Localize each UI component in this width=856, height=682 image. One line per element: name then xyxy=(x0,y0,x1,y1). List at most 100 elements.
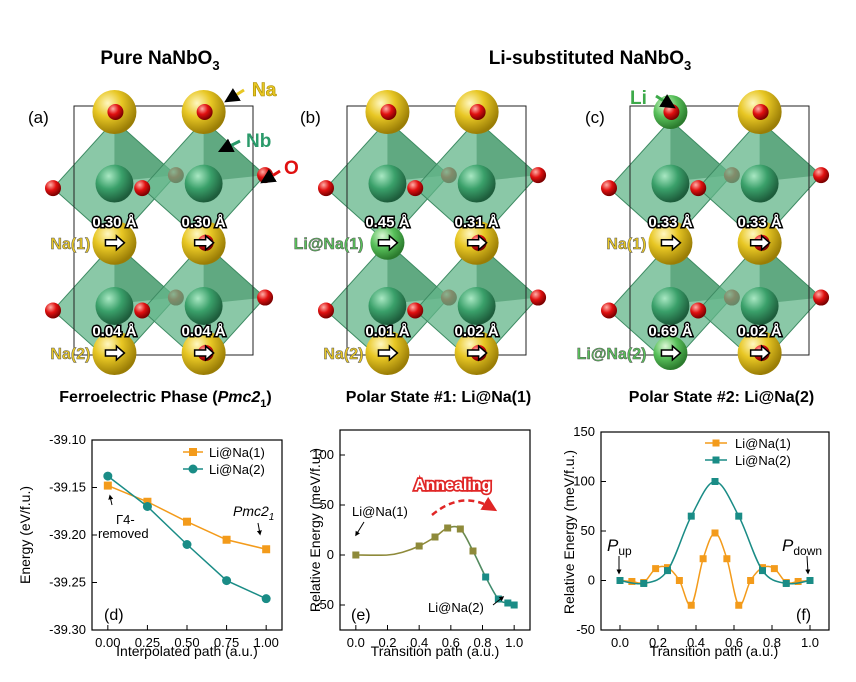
p-sub: down xyxy=(793,544,822,558)
data-point xyxy=(222,576,232,586)
displacement-arrow xyxy=(193,234,215,252)
caption-close: ) xyxy=(266,389,271,406)
data-point xyxy=(183,517,191,526)
site-label-1: Na(1) xyxy=(606,236,646,253)
y-tick-label: 0 xyxy=(588,573,595,588)
x-tick-label: 0.8 xyxy=(473,635,491,650)
o-atom xyxy=(257,289,274,306)
displacement-label: 0.31 Å xyxy=(455,214,499,231)
nb-atom xyxy=(368,164,407,203)
data-point xyxy=(510,601,518,609)
nb-atom xyxy=(95,164,134,203)
legend-label: Li@Na(1) xyxy=(209,445,265,460)
data-point xyxy=(712,439,720,447)
caption-italic: Pmc xyxy=(218,389,252,406)
p-text: P xyxy=(782,536,794,555)
panel-label-f: (f) xyxy=(796,607,811,624)
chart-energy-interpolated: 0.00 0.25 0.50 0.75 1.00 -39.10 -39.15 -39.20 -3… xyxy=(17,432,283,659)
displacement-label: 0.02 Å xyxy=(738,323,782,340)
label-o: O xyxy=(284,158,299,179)
nb-atom xyxy=(184,164,223,203)
y-tick-label: -39.25 xyxy=(49,575,86,590)
o-atom xyxy=(530,167,547,184)
pmc-text: Pmc xyxy=(233,503,261,519)
x-tick-label: 0.4 xyxy=(687,635,705,650)
data-point xyxy=(735,512,743,520)
data-point xyxy=(352,551,360,559)
displacement-arrow xyxy=(466,234,488,252)
data-point xyxy=(415,542,423,550)
annotation-annealing: Annealing xyxy=(414,477,491,494)
data-point xyxy=(504,599,512,607)
displacement-label: 0.02 Å xyxy=(455,323,499,340)
o-atom xyxy=(752,104,769,120)
annotation-li-na2: Li@Na(2) xyxy=(428,600,484,615)
nb-atom xyxy=(651,287,690,325)
o-atom xyxy=(530,289,547,306)
data-point xyxy=(652,565,660,573)
structure-caption: Polar State #2: Li@Na(2) xyxy=(629,389,814,406)
displacement-label: 0.30 Å xyxy=(182,214,226,231)
y-tick-label: -50 xyxy=(576,622,595,637)
displacement-label: 0.30 Å xyxy=(92,214,136,231)
data-point xyxy=(262,545,271,554)
octahedron-face xyxy=(759,120,822,182)
displacement-label: 0.69 Å xyxy=(648,323,692,340)
structure-1: 0.45 Å 0.31 Å 0.01 Å 0.02 Å Li@Na(1) Na(2) Pol… xyxy=(293,90,547,406)
octahedron-face xyxy=(114,120,176,182)
panel-label-c: (c) xyxy=(585,108,605,127)
o-atom xyxy=(45,180,62,197)
o-atom xyxy=(813,167,830,184)
y-tick-label: -50 xyxy=(315,597,334,612)
o-atom xyxy=(690,180,707,197)
y-tick-label: 50 xyxy=(320,497,334,512)
caption-text: Polar State #1: Li@Na(1) xyxy=(346,389,531,406)
o-atom xyxy=(318,180,335,197)
arrow-na xyxy=(224,88,245,103)
structure-caption: Polar State #1: Li@Na(1) xyxy=(346,389,531,406)
nb-atom xyxy=(184,287,223,325)
annotation-p-down: Pdown xyxy=(782,536,822,558)
data-point xyxy=(712,456,720,464)
site-label-2: Li@Na(2) xyxy=(577,346,647,363)
unit-cell xyxy=(629,105,810,356)
data-point xyxy=(482,573,490,581)
unit-cell xyxy=(346,105,527,356)
arrow-o xyxy=(260,169,281,184)
x-tick-label: 0.0 xyxy=(347,635,365,650)
o-atom xyxy=(601,302,618,319)
plot-frame xyxy=(339,429,531,631)
structure-0: 0.30 Å 0.30 Å 0.04 Å 0.04 Å Na(1) Na(2) Ferroe… xyxy=(45,90,274,410)
data-point xyxy=(806,577,814,584)
caption-sub: 1 xyxy=(260,398,266,410)
p-text: P xyxy=(607,536,619,555)
annotation-removed: removed xyxy=(98,526,149,541)
data-point xyxy=(142,502,152,511)
site-label-1: Na(1) xyxy=(50,236,90,253)
y-tick-label: -39.10 xyxy=(49,432,86,447)
annotation-arrow xyxy=(355,521,365,537)
legend-label: Li@Na(2) xyxy=(209,462,265,477)
p-sub: up xyxy=(618,544,632,558)
data-point xyxy=(222,535,231,544)
y-tick-label: 100 xyxy=(573,474,595,489)
nb-atom xyxy=(457,287,496,325)
y-tick-label: -39.15 xyxy=(49,480,86,495)
x-tick-label: 1.00 xyxy=(254,635,279,650)
data-point xyxy=(431,533,439,541)
annotation-p-up: Pup xyxy=(607,536,632,558)
x-tick-label: 0.8 xyxy=(763,635,781,650)
caption-italic: 2 xyxy=(250,389,260,406)
chart-transition-li-na1-to-na2: 0.0 0.2 0.4 0.6 0.8 1.0 100 50 0 -50 Li@Na(1) Li@Na… xyxy=(307,429,531,659)
arrow-li xyxy=(655,94,676,109)
data-point xyxy=(103,481,112,490)
x-tick-label: 0.00 xyxy=(95,635,120,650)
data-point xyxy=(759,567,766,575)
nb-atom xyxy=(740,287,779,325)
legend-label: Li@Na(1) xyxy=(735,436,791,451)
pmc-text: 2 xyxy=(260,503,269,519)
y-tick-label: 50 xyxy=(581,523,595,538)
data-point xyxy=(687,601,695,609)
displacement-arrow xyxy=(749,344,771,362)
displacement-label: 0.33 Å xyxy=(738,214,782,231)
